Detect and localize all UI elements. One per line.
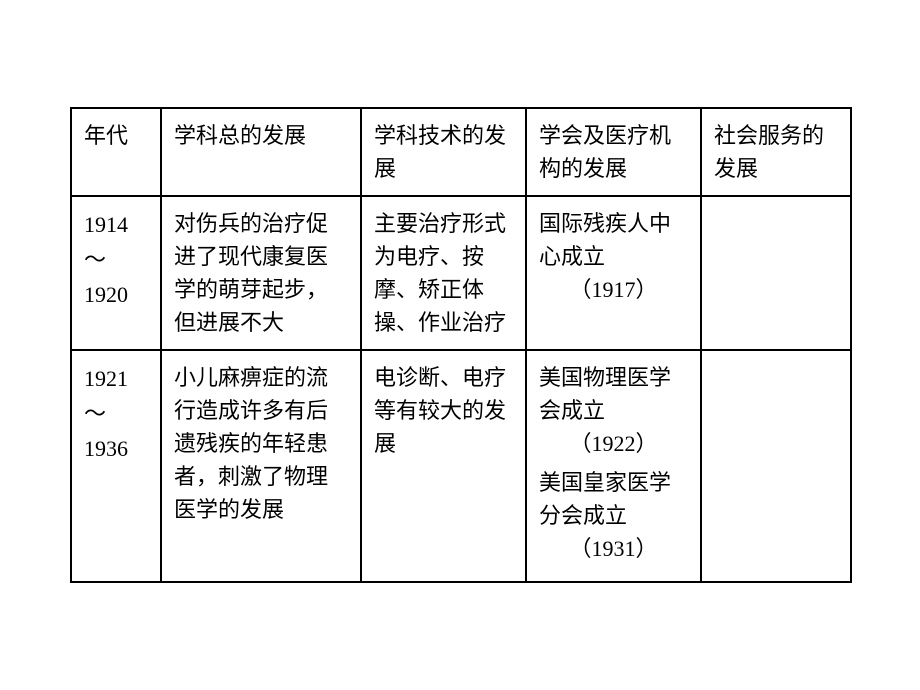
col-header-era: 年代 (71, 108, 161, 196)
org-entry: 美国皇家医学分会成立 （1931） (539, 466, 688, 565)
org-year: （1922） (539, 427, 688, 460)
org-entry: 国际残疾人中心成立 （1917） (539, 207, 688, 306)
org-name: 美国物理医学会成立 (539, 365, 671, 423)
col-header-overall: 学科总的发展 (161, 108, 361, 196)
era-sep: ～ (84, 247, 106, 272)
cell-era: 1921 ～ 1936 (71, 350, 161, 582)
org-year: （1917） (539, 273, 688, 306)
cell-overall: 对伤兵的治疗促进了现代康复医学的萌芽起步，但进展不大 (161, 196, 361, 350)
table-row: 1921 ～ 1936 小儿麻痹症的流行造成许多有后遗残疾的年轻患者，刺激了物理… (71, 350, 851, 582)
cell-era: 1914 ～ 1920 (71, 196, 161, 350)
era-sep: ～ (84, 401, 106, 426)
col-header-social: 社会服务的发展 (701, 108, 851, 196)
table-row: 1914 ～ 1920 对伤兵的治疗促进了现代康复医学的萌芽起步，但进展不大 主… (71, 196, 851, 350)
cell-overall: 小儿麻痹症的流行造成许多有后遗残疾的年轻患者，刺激了物理医学的发展 (161, 350, 361, 582)
cell-orgs: 美国物理医学会成立 （1922） 美国皇家医学分会成立 （1931） (526, 350, 701, 582)
col-header-orgs: 学会及医疗机构的发展 (526, 108, 701, 196)
cell-social (701, 196, 851, 350)
era-end: 1920 (84, 282, 128, 307)
history-table: 年代 学科总的发展 学科技术的发展 学会及医疗机构的发展 社会服务的发展 191… (70, 107, 852, 583)
era-end: 1936 (84, 436, 128, 461)
cell-tech: 主要治疗形式为电疗、按摩、矫正体操、作业治疗 (361, 196, 526, 350)
cell-tech: 电诊断、电疗等有较大的发展 (361, 350, 526, 582)
era-start: 1921 (84, 366, 128, 391)
org-name: 美国皇家医学分会成立 (539, 470, 671, 528)
org-entry: 美国物理医学会成立 （1922） (539, 361, 688, 460)
org-name: 国际残疾人中心成立 (539, 211, 671, 269)
table-container: 年代 学科总的发展 学科技术的发展 学会及医疗机构的发展 社会服务的发展 191… (70, 107, 850, 583)
table-header-row: 年代 学科总的发展 学科技术的发展 学会及医疗机构的发展 社会服务的发展 (71, 108, 851, 196)
org-year: （1931） (539, 532, 688, 565)
cell-social (701, 350, 851, 582)
cell-orgs: 国际残疾人中心成立 （1917） (526, 196, 701, 350)
era-start: 1914 (84, 212, 128, 237)
col-header-tech: 学科技术的发展 (361, 108, 526, 196)
